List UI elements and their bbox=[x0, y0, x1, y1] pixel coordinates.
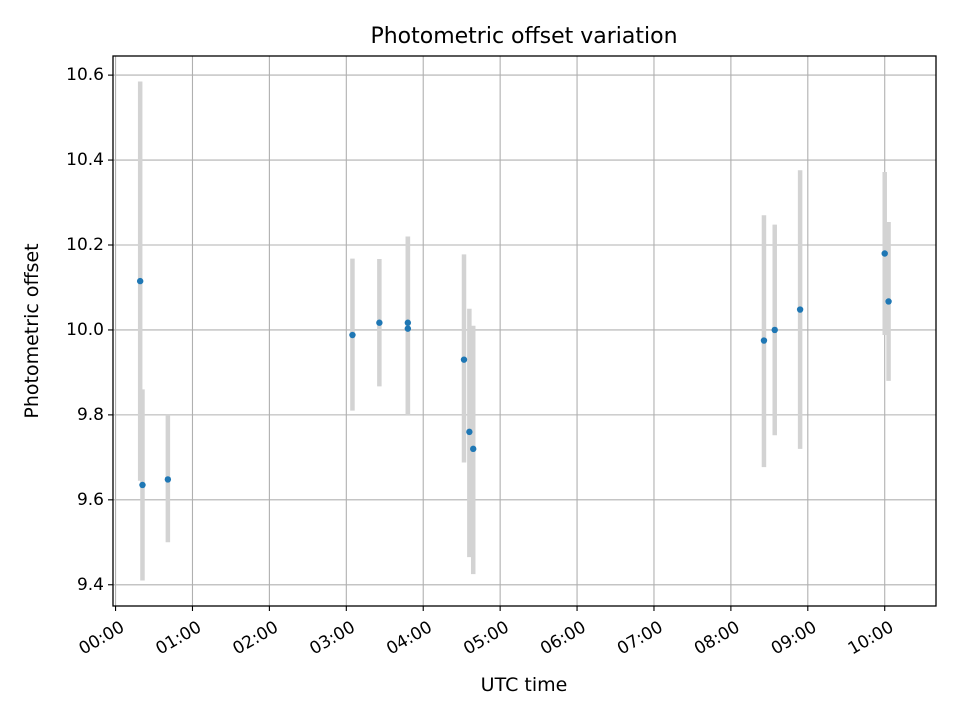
x-tick-label: 04:00 bbox=[383, 617, 435, 659]
y-tick-label: 10.6 bbox=[66, 65, 104, 85]
data-point bbox=[404, 325, 412, 332]
x-axis-ticks: 00:00 01:00 02:00 03:00 04:00 05:00 06:00 07:00… bbox=[76, 606, 897, 659]
chart-title: Photometric offset variation bbox=[370, 24, 677, 49]
data-point bbox=[349, 331, 356, 339]
y-tick-label: 10.4 bbox=[66, 150, 104, 170]
data-point bbox=[164, 476, 172, 483]
data-point bbox=[376, 319, 383, 326]
data-point bbox=[470, 445, 477, 453]
x-axis-label: UTC time bbox=[481, 674, 568, 696]
data-points bbox=[136, 250, 892, 489]
data-point bbox=[881, 250, 888, 257]
data-point bbox=[136, 277, 144, 285]
data-point bbox=[466, 428, 473, 436]
x-tick-label: 02:00 bbox=[229, 617, 281, 659]
plot-frame bbox=[112, 55, 937, 607]
x-tick-label: 01:00 bbox=[153, 617, 205, 659]
data-point bbox=[771, 326, 778, 334]
data-point bbox=[404, 319, 412, 326]
data-point bbox=[885, 298, 892, 305]
x-tick-label: 06:00 bbox=[537, 617, 589, 659]
y-tick-label: 10.0 bbox=[66, 320, 104, 340]
x-tick-label: 10:00 bbox=[845, 617, 897, 659]
data-point bbox=[139, 481, 146, 489]
grid-lines bbox=[113, 56, 936, 606]
x-tick-label: 00:00 bbox=[76, 617, 128, 659]
x-tick-label: 08:00 bbox=[691, 617, 743, 659]
y-tick-label: 10.2 bbox=[66, 235, 104, 255]
data-point bbox=[760, 337, 768, 344]
x-tick-label: 07:00 bbox=[614, 617, 666, 659]
data-point bbox=[796, 306, 804, 313]
x-tick-label: 09:00 bbox=[768, 617, 820, 659]
y-axis-label: Photometric offset bbox=[21, 243, 43, 418]
y-tick-label: 9.4 bbox=[77, 575, 104, 595]
y-tick-label: 9.8 bbox=[77, 405, 104, 425]
y-tick-label: 9.6 bbox=[77, 490, 104, 510]
x-tick-label: 05:00 bbox=[460, 617, 512, 659]
y-axis-ticks: 9.4 9.6 9.8 10.0 10.2 10.4 10.6 bbox=[66, 65, 113, 595]
data-point bbox=[460, 356, 468, 363]
x-tick-label: 03:00 bbox=[306, 617, 358, 659]
